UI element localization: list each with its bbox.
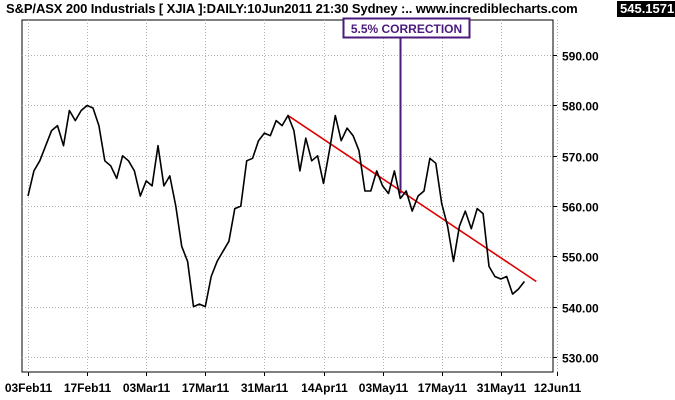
x-tick-label: 03Feb11 <box>5 381 53 395</box>
trend-line <box>287 114 537 283</box>
y-tick-label: 550.00 <box>562 251 599 265</box>
annotation-box <box>342 17 471 39</box>
x-tick-label: 12Jun11 <box>534 381 582 395</box>
y-tick-label: 580.00 <box>562 100 599 114</box>
x-tick-label: 03May11 <box>359 381 409 395</box>
annotation-label: 5.5% CORRECTION <box>351 22 462 36</box>
x-tick-label: 17Feb11 <box>64 381 112 395</box>
y-tick-label: 530.00 <box>562 352 599 366</box>
chart-title: S&P/ASX 200 Industrials [ XJIA ]:DAILY:1… <box>6 1 578 16</box>
price-series-line <box>27 104 526 308</box>
x-tick-label: 31Mar11 <box>241 381 289 395</box>
last-value-badge: 545.1571 <box>617 1 675 17</box>
x-tick-label: 31May11 <box>477 381 527 395</box>
y-tick-label: 590.00 <box>562 50 599 64</box>
y-tick-label: 570.00 <box>562 151 599 165</box>
plot-frame <box>21 19 554 373</box>
x-tick-label: 17Mar11 <box>182 381 230 395</box>
x-tick-label: 03Mar11 <box>123 381 171 395</box>
x-tick-label: 14Apr11 <box>301 381 348 395</box>
y-tick-label: 560.00 <box>562 201 599 215</box>
y-tick-label: 540.00 <box>562 302 599 316</box>
x-tick-label: 17May11 <box>418 381 468 395</box>
